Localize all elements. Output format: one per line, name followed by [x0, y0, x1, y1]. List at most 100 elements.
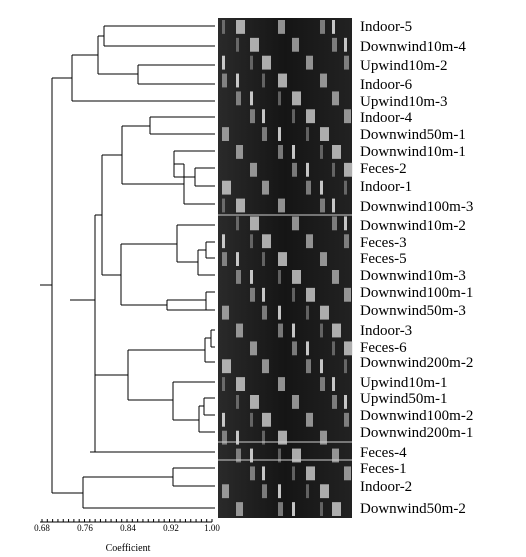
sample-label: Feces-2	[360, 161, 407, 177]
gel-band	[278, 502, 283, 516]
gel-band	[306, 341, 309, 356]
gel-band	[262, 359, 269, 374]
sample-label: Downwind10m-2	[360, 218, 466, 234]
gel-band	[222, 127, 229, 141]
tick-label-1-00: 1.00	[204, 523, 220, 533]
gel-band	[292, 502, 295, 516]
gel-band	[278, 270, 281, 284]
sample-label: Upwind10m-3	[360, 94, 448, 110]
gel-band	[292, 145, 295, 159]
gel-band	[320, 180, 323, 195]
gel-band	[292, 448, 301, 463]
gel-band	[344, 287, 351, 302]
gel-band	[236, 91, 241, 106]
tick-label-0-76: 0.76	[77, 523, 93, 533]
sample-label: Feces-3	[360, 235, 407, 251]
sample-label: Indoor-3	[360, 323, 412, 339]
gel-band	[332, 198, 335, 213]
gel-band	[236, 20, 245, 34]
gel-band	[344, 162, 353, 177]
gel-band	[262, 252, 265, 266]
gel-band	[292, 109, 295, 124]
gel-band	[306, 55, 313, 70]
gel-band	[236, 270, 241, 284]
gel-band	[250, 287, 255, 302]
gel-band	[278, 305, 281, 320]
gel-band	[292, 323, 295, 338]
gel-band	[236, 395, 239, 409]
gel-band	[250, 55, 253, 70]
gel-band	[222, 55, 225, 70]
gel-band	[262, 127, 267, 141]
gel-band	[250, 234, 253, 249]
gel-band	[344, 466, 351, 481]
gel-band	[344, 180, 347, 195]
dendrogram-tree	[40, 25, 215, 509]
gel-band	[262, 287, 265, 302]
gel-band	[278, 448, 281, 463]
gel-band	[332, 502, 341, 516]
gel-band	[306, 412, 313, 427]
sample-label: Feces-5	[360, 251, 407, 267]
gel-band	[306, 484, 309, 499]
gel-band	[222, 359, 231, 374]
gel-band	[332, 377, 335, 391]
gel-band	[320, 359, 323, 374]
gel-band	[320, 484, 329, 499]
gel-band	[222, 20, 225, 34]
gel-band	[306, 109, 315, 124]
gel-band	[236, 198, 245, 213]
gel-band	[250, 466, 255, 481]
gel-band	[262, 305, 267, 320]
gel-band	[292, 37, 299, 52]
gel-band	[236, 377, 245, 391]
gel-band	[250, 162, 257, 177]
gel-band	[332, 448, 339, 463]
gel-band	[222, 430, 227, 445]
gel-band	[320, 145, 323, 159]
gel-band	[306, 466, 315, 481]
gel-band	[250, 270, 253, 284]
sample-label: Feces-1	[360, 461, 407, 477]
gel-band	[262, 73, 265, 88]
sample-label: Downwind10m-1	[360, 144, 466, 160]
sample-label: Feces-6	[360, 340, 407, 356]
gel-band	[222, 484, 229, 499]
gel-band	[250, 341, 257, 356]
gel-band	[332, 145, 341, 159]
gel-band	[320, 430, 327, 445]
sample-label: Indoor-1	[360, 179, 412, 195]
gel-band	[332, 341, 335, 356]
sample-label: Downwind50m-2	[360, 501, 466, 517]
gel-band	[278, 73, 287, 88]
gel-band	[262, 234, 271, 249]
gel-band	[262, 466, 265, 481]
gel-band	[250, 91, 253, 106]
gel-band	[292, 270, 301, 284]
sample-label: Upwind10m-1	[360, 375, 448, 391]
gel-band	[344, 37, 347, 52]
sample-label: Downwind50m-3	[360, 303, 466, 319]
sample-label: Indoor-6	[360, 77, 413, 93]
gel-band	[344, 412, 349, 427]
gel-band	[278, 377, 285, 391]
sample-label: Indoor-2	[360, 479, 412, 495]
sample-label: Downwind200m-2	[360, 355, 473, 371]
sample-label: Downwind200m-1	[360, 425, 473, 441]
gel-band	[236, 448, 241, 463]
sample-label: Upwind10m-2	[360, 58, 448, 74]
gel-band	[320, 323, 323, 338]
tick-label-0-84: 0.84	[120, 523, 136, 533]
sample-label: Downwind100m-2	[360, 408, 473, 424]
gel-band	[222, 412, 225, 427]
gel-band	[250, 216, 259, 231]
gel-band	[262, 430, 265, 445]
gel-band	[262, 109, 265, 124]
sample-labels: Indoor-5 Downwind10m-4 Upwind10m-2 Indoo…	[360, 19, 473, 517]
gel-band	[292, 91, 301, 106]
sample-label: Upwind50m-1	[360, 391, 448, 407]
gel-band	[278, 323, 283, 338]
gel-band	[320, 502, 323, 516]
gel-band	[262, 180, 269, 195]
gel-band	[292, 216, 299, 231]
